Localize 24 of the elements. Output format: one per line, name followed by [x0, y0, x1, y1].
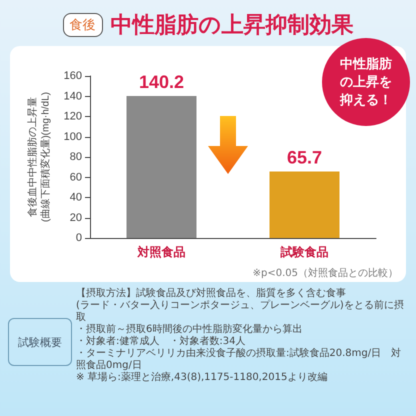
x-tick-label: 試験食品	[280, 245, 328, 259]
y-tick-label: 20	[70, 212, 82, 224]
y-tick-label: 100	[64, 130, 82, 143]
text: ・対象者:健常成人 ・対象者数:34人	[76, 336, 246, 348]
x-tick-label: 対照食品	[136, 245, 186, 259]
text: (ラード・バター入りコーンポタージュ、プレーンベーグル)をとる前に摂取	[76, 300, 405, 324]
text: ※p<0.05（対照食品との比較）	[252, 266, 398, 280]
text: 試験概要	[8, 318, 72, 366]
y-tick-label: 80	[70, 151, 82, 163]
chart-subtitle: 食後	[62, 13, 102, 37]
y-tick-label: 160	[64, 70, 82, 82]
y-tick-label: 140	[64, 90, 82, 102]
text: ・ターミナリアベリリカ由来没食子酸の摂取量:試験食品20.8mg/日 対照食品0mg/日	[76, 348, 402, 372]
data-label: 65.7	[286, 147, 322, 168]
y-tick-label: 60	[70, 171, 82, 184]
chart-title: 中性脂肪の上昇抑制効果	[110, 12, 354, 40]
text: ※ 草場ら:薬理と治療,43(8),1175-1180,2015より改編	[76, 372, 328, 384]
data-label: 140.2	[138, 72, 184, 92]
y-tick-label: 40	[70, 192, 82, 204]
y-axis-title: 食後血中中性脂肪の上昇量 (曲線下面積変化量)(mg·h/dL)	[26, 92, 52, 222]
text: ・摂取前～摂取6時間後の中性脂肪変化量から算出	[76, 324, 304, 336]
text: 【摂取方法】試験食品及び対照食品を、脂質を多く含む食事	[76, 288, 347, 300]
y-tick-label: 120	[64, 110, 82, 122]
y-tick-label: 0	[76, 232, 82, 244]
